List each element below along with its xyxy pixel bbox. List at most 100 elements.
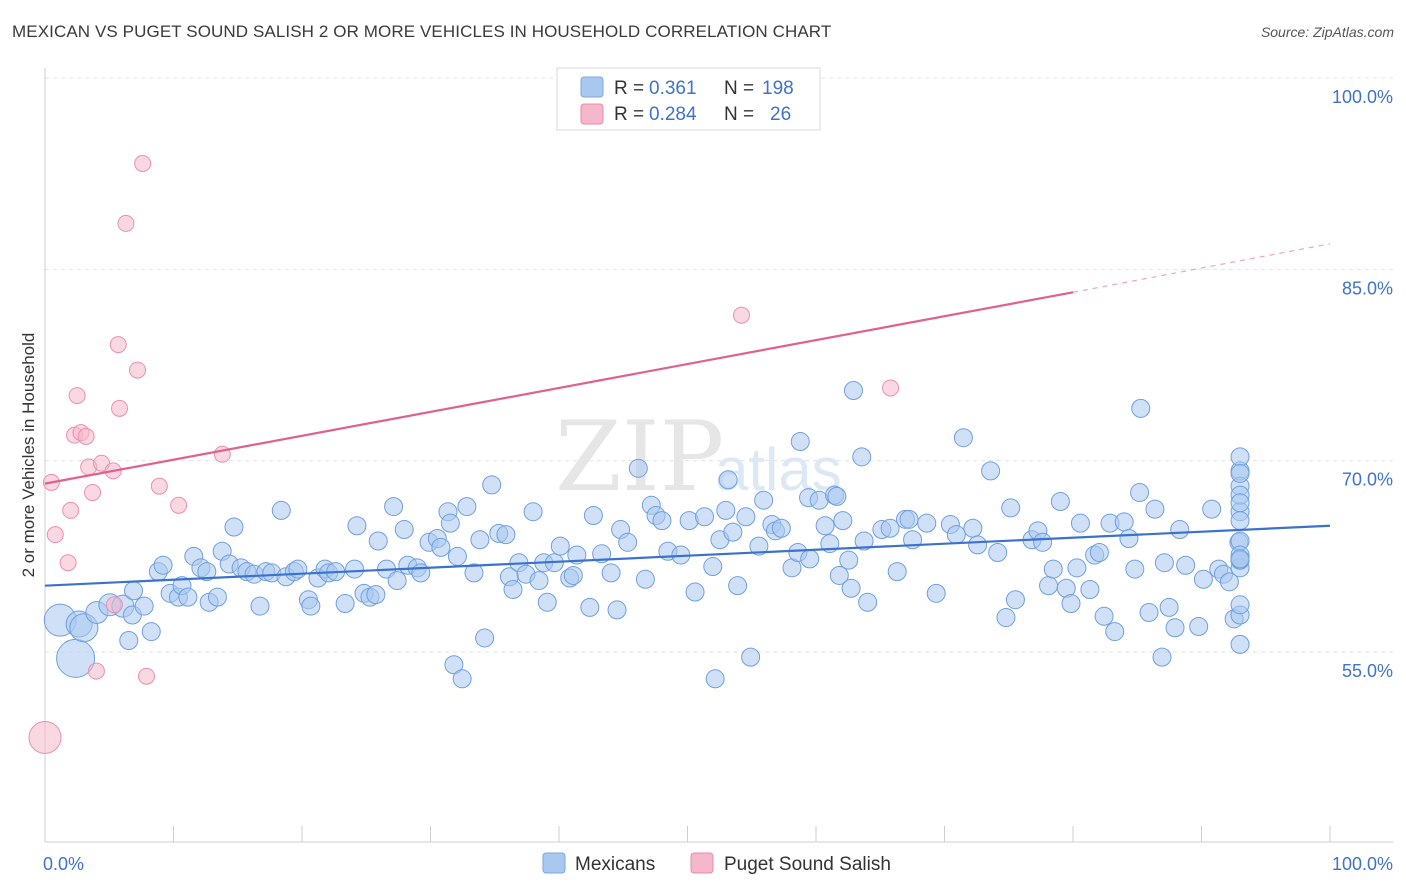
point-mexicans [384, 497, 404, 517]
legend-r-label-2: R = [614, 104, 644, 125]
point-mexicans [431, 537, 451, 557]
point-mexicans [771, 518, 791, 538]
point-mexicans [1033, 532, 1053, 552]
point-mexicans [178, 587, 198, 607]
point-puget-sound-salish [77, 427, 95, 445]
y-axis-label: 2 or more Vehicles in Household [19, 333, 38, 578]
point-mexicans [841, 578, 861, 598]
point-mexicans [387, 571, 407, 591]
point-puget-sound-salish [105, 596, 123, 614]
bottom-legend-label-puget: Puget Sound Salish [724, 854, 891, 875]
point-mexicans [550, 536, 570, 556]
legend-r-value-2: 0.284 [649, 104, 697, 125]
point-mexicans [858, 592, 878, 612]
point-mexicans [843, 381, 863, 401]
point-mexicans [368, 531, 388, 551]
point-puget-sound-salish [46, 526, 64, 544]
point-mexicans [618, 532, 638, 552]
legend-r-label-1: R = [614, 78, 644, 99]
point-mexicans [800, 549, 820, 569]
y-tick-labels: 55.0% 70.0% 85.0% 100.0% [1332, 87, 1393, 681]
point-mexicans [475, 628, 495, 648]
point-mexicans [1094, 606, 1114, 626]
point-mexicans [523, 502, 543, 522]
point-mexicans [119, 631, 139, 651]
x-tick-label: 100.0% [1332, 854, 1393, 874]
chart-title: MEXICAN VS PUGET SOUND SALISH 2 OR MORE … [12, 22, 832, 41]
point-mexicans [981, 461, 1001, 481]
point-mexicans [464, 563, 484, 583]
point-mexicans [1176, 555, 1196, 575]
point-mexicans [447, 546, 467, 566]
point-mexicans [411, 563, 431, 583]
point-puget-sound-salish [28, 720, 62, 754]
point-mexicans [723, 522, 743, 542]
point-mexicans [207, 587, 227, 607]
point-mexicans [124, 581, 144, 601]
point-mexicans [741, 647, 761, 667]
point-mexicans [754, 490, 774, 510]
point-mexicans [1145, 499, 1165, 519]
watermark-zip: ZIP [555, 401, 724, 513]
point-mexicans [1114, 512, 1134, 532]
point-mexicans [1230, 447, 1250, 467]
chart-source: Source: ZipAtlas.com [1260, 24, 1394, 40]
series-mexicans [43, 381, 1250, 689]
x-tick-label: 0.0% [43, 854, 84, 874]
point-puget-sound-salish [150, 477, 168, 495]
point-mexicans [580, 597, 600, 617]
point-mexicans [635, 569, 655, 589]
point-mexicans [496, 525, 516, 545]
point-mexicans [607, 600, 627, 620]
point-mexicans [394, 520, 414, 540]
point-mexicans [503, 579, 523, 599]
point-mexicans [1130, 483, 1150, 503]
point-puget-sound-salish [109, 336, 127, 354]
bottom-legend-swatch-pink [690, 852, 714, 874]
point-mexicans [1061, 594, 1081, 614]
point-mexicans [288, 559, 308, 579]
point-mexicans [1089, 543, 1109, 563]
legend-swatch-pink [580, 103, 604, 125]
point-mexicans [592, 544, 612, 564]
point-mexicans [1001, 498, 1021, 518]
point-puget-sound-salish [87, 662, 105, 680]
point-mexicans [988, 543, 1008, 563]
point-mexicans [887, 562, 907, 582]
point-puget-sound-salish [84, 484, 102, 502]
point-mexicans [736, 507, 756, 527]
point-mexicans [347, 516, 367, 536]
top-legend: R = 0.361 N = 198 R = 0.284 N = 26 [556, 67, 821, 131]
point-mexicans [829, 565, 849, 585]
point-mexicans [833, 511, 853, 531]
point-mexicans [718, 470, 738, 490]
point-mexicans [968, 535, 988, 555]
point-mexicans [250, 596, 270, 616]
point-mexicans [345, 559, 365, 579]
legend-n-value-2: 26 [770, 104, 791, 125]
point-mexicans [854, 531, 874, 551]
trend-line-puget-extension [1072, 243, 1331, 293]
point-mexicans [827, 486, 847, 506]
point-mexicans [197, 562, 217, 582]
legend-r-value-1: 0.361 [649, 78, 697, 99]
point-mexicans [996, 608, 1016, 628]
y-tick-label: 85.0% [1342, 278, 1393, 298]
bottom-legend: Mexicans Puget Sound Salish [542, 852, 891, 875]
x-tick-labels: 0.0% 100.0% [43, 854, 1393, 874]
axes [44, 68, 1393, 843]
y-tick-label: 55.0% [1342, 661, 1393, 681]
trend-lines [44, 243, 1331, 587]
legend-n-value-1: 198 [762, 78, 794, 99]
y-tick-label: 70.0% [1342, 470, 1393, 490]
point-mexicans [1050, 491, 1070, 511]
point-mexicans [652, 511, 672, 531]
point-mexicans [963, 518, 983, 538]
point-mexicans [1005, 590, 1025, 610]
point-mexicans [1070, 513, 1090, 533]
point-mexicans [1159, 597, 1179, 617]
trend-line-mexicans [44, 524, 1331, 587]
point-mexicans [224, 517, 244, 537]
watermark: ZIP atlas [555, 401, 842, 513]
